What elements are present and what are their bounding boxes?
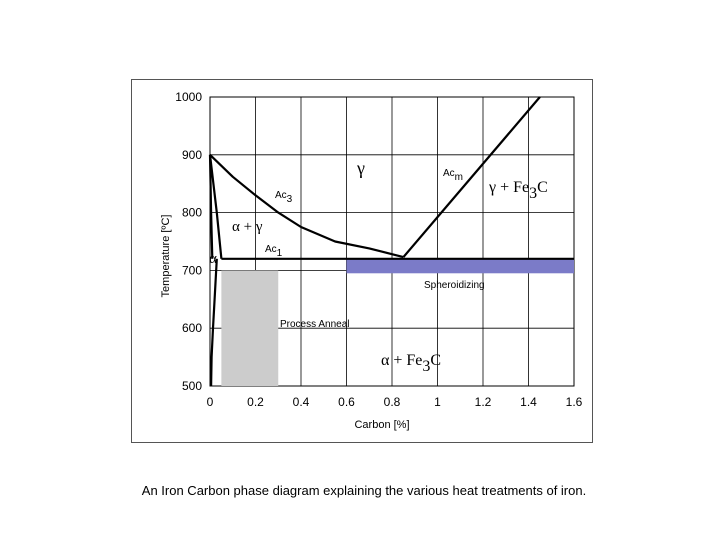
x-tick-label: 0.8 (384, 395, 401, 409)
line-solvus (210, 258, 218, 387)
x-tick-label: 0.2 (247, 395, 264, 409)
y-tick-label: 900 (182, 148, 202, 162)
label-alpha: α (209, 251, 217, 267)
line-alpha-boundary-a (208, 154, 214, 259)
line-alpha-boundary-b (208, 154, 223, 259)
x-axis-title: Carbon [%] (354, 419, 409, 431)
line-acm (402, 96, 541, 258)
label-ac1: Ac1 (265, 244, 283, 259)
y-tick-label: 500 (182, 379, 202, 393)
x-tick-label: 0.4 (293, 395, 310, 409)
label-ac3: Ac3 (275, 190, 293, 205)
label-gamma-fe3c: γ + Fe3C (488, 179, 548, 202)
label-alpha-gamma: α + γ (232, 219, 263, 235)
line-ac3 (209, 154, 404, 259)
plot-area-border (209, 96, 575, 387)
figure-caption: An Iron Carbon phase diagram explaining … (141, 483, 587, 498)
regions (221, 258, 574, 386)
label-spheroidizing: Spheroidizing (424, 280, 485, 291)
x-tick-label: 1 (434, 395, 441, 409)
phase-lines (208, 96, 574, 387)
x-tick-label: 1.2 (475, 395, 492, 409)
label-alpha-fe3c: α + Fe3C (381, 352, 441, 375)
x-tick-label: 0.6 (338, 395, 355, 409)
tick-labels: 0 0.2 0.4 0.6 0.8 1 1.2 1.4 1.6 500 600 700 800 900 10… (175, 90, 582, 409)
y-tick-label: 700 (182, 263, 202, 277)
y-tick-label: 600 (182, 321, 202, 335)
label-gamma: γ (356, 158, 365, 178)
region-process-anneal (221, 270, 279, 386)
x-tick-label: 1.4 (520, 395, 537, 409)
x-tick-label: 1.6 (566, 395, 583, 409)
y-tick-label: 800 (182, 206, 202, 220)
label-acm: Acm (443, 168, 463, 183)
x-tick-label: 0 (207, 395, 214, 409)
y-tick-label: 1000 (175, 90, 202, 104)
y-axis-title: Temperature [ºC] (160, 215, 172, 298)
region-spheroidizing (346, 258, 574, 274)
label-process-anneal: Process Anneal (280, 319, 350, 330)
